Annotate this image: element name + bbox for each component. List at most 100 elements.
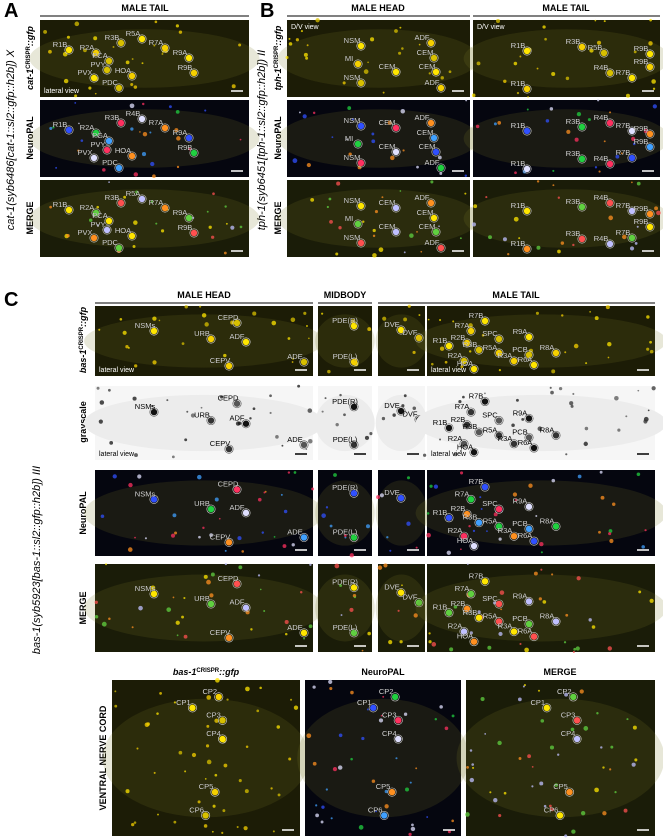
cell-nucleus xyxy=(519,642,522,645)
view-label: lateral view xyxy=(431,367,467,374)
neuron-outline xyxy=(524,413,534,423)
view-label: lateral view xyxy=(99,367,135,374)
cell-nucleus xyxy=(615,154,620,159)
neuron-nucleus xyxy=(161,44,169,52)
cell-nucleus xyxy=(636,225,639,228)
cell-nucleus xyxy=(594,19,597,22)
cell-nucleus xyxy=(415,546,418,549)
cell-nucleus xyxy=(306,325,308,327)
row-label: MERGE xyxy=(78,591,88,624)
cell-nucleus xyxy=(579,689,584,694)
cell-nucleus xyxy=(156,712,159,715)
cell-nucleus xyxy=(439,172,443,175)
neuron-nucleus xyxy=(646,50,654,58)
neuron-label: R9A xyxy=(173,128,188,137)
neuron-outline xyxy=(349,532,359,542)
cell-nucleus xyxy=(381,416,386,421)
cell-nucleus xyxy=(550,390,554,395)
image-background xyxy=(305,680,461,836)
neuron-outline xyxy=(353,59,363,69)
neuron-label: HOA xyxy=(457,442,473,451)
neuron-outline xyxy=(480,482,490,492)
neuron-nucleus xyxy=(463,510,471,518)
cell-nucleus xyxy=(271,320,277,326)
cell-nucleus xyxy=(656,210,661,216)
neuron-label: CEPD xyxy=(218,574,239,583)
neuron-label: R3B xyxy=(566,197,581,206)
neuron-nucleus xyxy=(381,812,388,819)
cell-nucleus xyxy=(158,319,161,322)
cell-nucleus xyxy=(220,395,224,399)
neuron-outline xyxy=(349,583,359,593)
cell-nucleus xyxy=(161,53,164,55)
neuron-nucleus xyxy=(103,66,111,74)
reporter-suffix: ::gfp xyxy=(78,306,88,326)
cell-nucleus xyxy=(282,544,287,548)
cell-nucleus xyxy=(239,225,243,229)
neuron-label: R8A xyxy=(540,425,555,434)
neuron-label: CP6 xyxy=(189,805,204,814)
neuron-nucleus xyxy=(128,232,136,240)
neuron-label: CEPD xyxy=(218,394,239,403)
cell-nucleus xyxy=(596,40,602,45)
neuron-outline xyxy=(224,633,234,643)
neuron-nucleus xyxy=(467,408,475,416)
neuron-nucleus xyxy=(481,578,489,585)
cell-nucleus xyxy=(171,455,175,459)
neuron-nucleus xyxy=(460,357,468,365)
neuron-outline xyxy=(64,125,74,135)
cell-nucleus xyxy=(288,757,292,761)
neuron-outline xyxy=(391,67,401,77)
neuron-label: PDE(R) xyxy=(332,483,358,492)
neuron-nucleus xyxy=(566,788,573,796)
neuron-nucleus xyxy=(628,234,636,242)
neuron-outline xyxy=(577,42,587,52)
cell-nucleus xyxy=(518,757,522,760)
cell-nucleus xyxy=(204,109,207,112)
neuron-nucleus xyxy=(628,74,636,82)
neuron-nucleus xyxy=(350,403,358,410)
neuron-nucleus xyxy=(357,159,365,167)
cell-nucleus xyxy=(610,745,614,749)
neuron-label: R7A xyxy=(455,489,470,498)
cell-nucleus xyxy=(350,757,353,761)
cell-nucleus xyxy=(646,347,650,351)
cell-nucleus xyxy=(215,678,220,683)
neuron-nucleus xyxy=(432,68,440,76)
neuron-label: R1B xyxy=(511,41,526,50)
neuron-outline xyxy=(189,68,199,78)
neuron-nucleus xyxy=(202,812,209,819)
neuron-label: R2B xyxy=(451,599,466,608)
neuron-label: CEM xyxy=(379,142,396,151)
neuron-label: R4B xyxy=(594,113,609,122)
cell-nucleus xyxy=(469,631,473,635)
cell-nucleus xyxy=(651,386,656,391)
cell-nucleus xyxy=(460,365,464,369)
neuron-outline xyxy=(605,239,615,249)
genotype: bas-1(syb5923[bas-1::sl2::gfp::h2b]) III xyxy=(31,466,43,654)
neuron-label: NSMs xyxy=(135,402,156,411)
neuron-outline xyxy=(444,423,454,433)
cell-nucleus xyxy=(212,192,215,196)
neuron-label: R2B xyxy=(451,415,466,424)
cell-nucleus xyxy=(649,349,654,354)
cell-nucleus xyxy=(183,634,188,639)
cell-nucleus xyxy=(206,759,212,765)
neuron-label: CP2 xyxy=(557,687,572,696)
cell-nucleus xyxy=(315,804,318,807)
neuron-outline xyxy=(64,45,74,55)
cell-nucleus xyxy=(519,55,522,58)
neuron-outline xyxy=(429,53,439,63)
neuron-outline xyxy=(494,430,504,440)
cell-nucleus xyxy=(339,393,342,397)
neuron-outline xyxy=(114,83,124,93)
cell-nucleus xyxy=(181,615,185,619)
neuron-outline xyxy=(356,121,366,131)
micrograph: CP1 CP2 CP3 CP4 CP5 CP6 xyxy=(456,680,663,838)
neuron-label: R1B xyxy=(511,201,526,210)
cell-nucleus xyxy=(409,781,412,784)
cell-nucleus xyxy=(152,360,157,365)
cell-nucleus xyxy=(206,695,212,700)
cell-nucleus xyxy=(298,111,301,114)
